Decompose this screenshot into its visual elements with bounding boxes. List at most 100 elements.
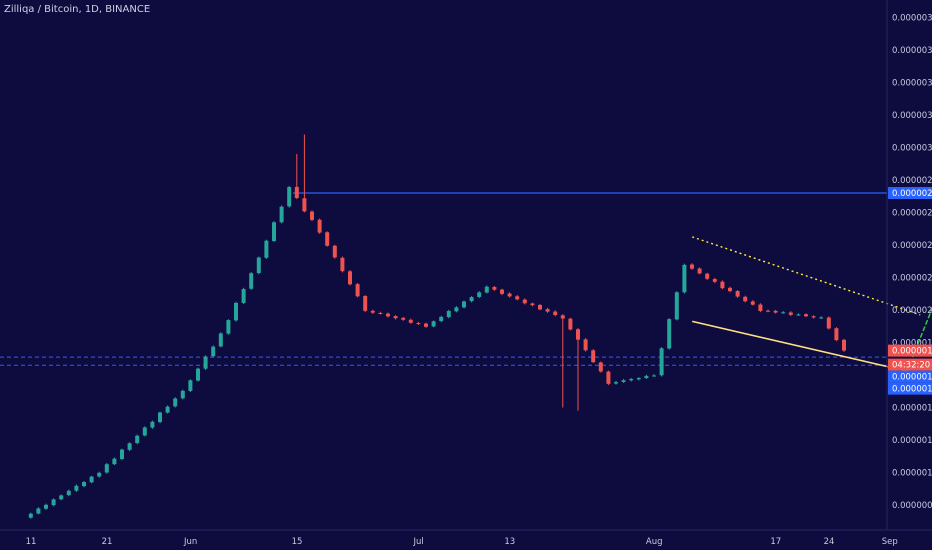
countdown-text: 04:32:20 bbox=[892, 361, 930, 371]
candle-body bbox=[598, 362, 603, 372]
candle-body bbox=[135, 435, 140, 444]
candle-body bbox=[272, 222, 276, 241]
candle-body bbox=[279, 206, 284, 223]
candle-body bbox=[401, 317, 406, 320]
candle-body bbox=[51, 499, 56, 506]
candle-body bbox=[697, 268, 702, 274]
candle-body bbox=[652, 375, 656, 377]
candle-body bbox=[773, 310, 778, 313]
price-axis-label: 0.00000220 bbox=[892, 274, 932, 284]
candle-body bbox=[158, 412, 162, 423]
candle-body bbox=[484, 286, 489, 293]
candle-body bbox=[614, 382, 618, 384]
resistance-price-text: 0.00000272 bbox=[892, 189, 932, 199]
dashed-level-price-badge bbox=[888, 370, 932, 383]
time-axis-label: 13 bbox=[504, 537, 515, 547]
candle-body bbox=[211, 346, 216, 357]
price-axis-label: 0.00000380 bbox=[892, 14, 932, 24]
candle-body bbox=[629, 378, 634, 381]
price-axis-label: 0.00000320 bbox=[892, 111, 932, 121]
candle-body bbox=[241, 289, 246, 303]
candle-body bbox=[363, 296, 368, 311]
price-axis-label: 0.00000260 bbox=[892, 209, 932, 219]
candle-body bbox=[203, 356, 208, 369]
candle-body bbox=[36, 508, 41, 514]
candle-body bbox=[804, 314, 808, 317]
candle-body bbox=[59, 495, 64, 500]
candle-body bbox=[142, 427, 147, 436]
dashed-level-price-text: 0.00000171 bbox=[892, 373, 932, 383]
candle-body bbox=[728, 287, 732, 292]
candle-body bbox=[340, 257, 345, 272]
candle-body bbox=[766, 310, 770, 312]
candle-body bbox=[325, 232, 330, 246]
candle-body bbox=[370, 310, 375, 313]
time-axis-label: Sep bbox=[882, 537, 898, 547]
candle-body bbox=[332, 245, 337, 258]
candle-body bbox=[416, 323, 421, 325]
time-axis-label: Jun bbox=[183, 537, 197, 547]
candle-body bbox=[621, 380, 626, 382]
candle-body bbox=[386, 313, 390, 317]
candle-body bbox=[317, 219, 322, 233]
candle-body bbox=[408, 319, 413, 323]
candle-body bbox=[378, 313, 383, 315]
candle-body bbox=[256, 257, 261, 274]
candle-body bbox=[538, 304, 542, 310]
candle-body bbox=[659, 348, 664, 376]
time-axis-label: 21 bbox=[102, 537, 113, 547]
candle-body bbox=[750, 301, 755, 305]
candle-body bbox=[431, 321, 436, 327]
candle-body bbox=[591, 350, 596, 363]
price-axis-label: 0.00000080 bbox=[892, 501, 932, 511]
candle-body bbox=[842, 339, 846, 351]
price-axis-label: 0.00000140 bbox=[892, 404, 932, 414]
candle-body bbox=[218, 333, 223, 347]
time-axis-label: Jul bbox=[412, 537, 423, 547]
price-axis-label: 0.00000240 bbox=[892, 241, 932, 251]
candle-body bbox=[743, 296, 748, 302]
candle-body bbox=[469, 297, 474, 302]
candle-body bbox=[735, 291, 740, 297]
candle-body bbox=[811, 316, 816, 318]
candle-body bbox=[781, 312, 786, 314]
candle-body bbox=[302, 198, 307, 212]
candle-body bbox=[690, 264, 694, 269]
candle-body bbox=[826, 317, 831, 329]
candle-body bbox=[705, 273, 710, 279]
price-axis-label: 0.00000120 bbox=[892, 436, 932, 446]
candle-body bbox=[560, 315, 565, 319]
candle-body bbox=[758, 304, 763, 311]
candle-body bbox=[348, 271, 352, 285]
chart-title: Zilliqa / Bitcoin, 1D, BINANCE bbox=[4, 4, 151, 15]
candle-body bbox=[583, 339, 588, 351]
candle-body bbox=[264, 240, 269, 258]
candle-body bbox=[454, 307, 459, 312]
candle-body bbox=[196, 368, 200, 381]
candle-body bbox=[446, 311, 451, 318]
candle-body bbox=[568, 318, 573, 330]
candle-body bbox=[66, 490, 71, 496]
candle-body bbox=[667, 319, 672, 349]
candle-body bbox=[545, 309, 550, 312]
last-price-text: 0.00000175 bbox=[892, 347, 932, 357]
candle-body bbox=[127, 443, 132, 450]
price-axis-label: 0.00000180 bbox=[892, 339, 932, 349]
candle-body bbox=[97, 472, 102, 477]
candle-body bbox=[28, 513, 33, 518]
candle-body bbox=[507, 293, 512, 297]
time-axis-label: 17 bbox=[770, 537, 781, 547]
candle-body bbox=[234, 302, 238, 321]
candle-body bbox=[576, 329, 580, 340]
candle-body bbox=[492, 287, 497, 290]
candle-body bbox=[720, 281, 725, 289]
candle-body bbox=[796, 314, 801, 316]
candle-body bbox=[636, 378, 641, 380]
countdown-badge bbox=[888, 358, 932, 371]
candle-body bbox=[674, 292, 679, 320]
price-axis-label: 0.00000280 bbox=[892, 176, 932, 186]
candle-body bbox=[530, 303, 535, 306]
candle-body bbox=[104, 464, 109, 473]
